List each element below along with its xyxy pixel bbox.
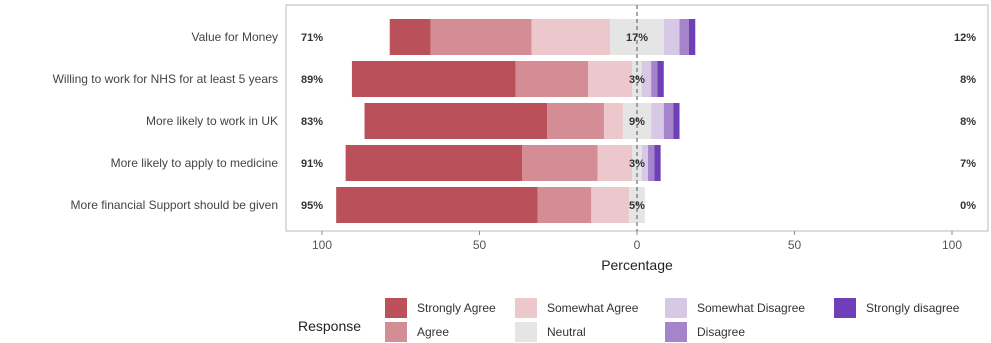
right-percent-label: 8%	[960, 74, 976, 86]
legend: Response Strongly Agree Agree Somewhat Agr…	[298, 298, 960, 342]
category-label: More financial Support should be given	[71, 198, 278, 212]
legend-title: Response	[298, 318, 361, 334]
bar-segment	[654, 145, 661, 181]
legend-label: Strongly Agree	[417, 301, 496, 315]
legend-swatch	[834, 298, 856, 318]
bar-segment	[688, 19, 696, 55]
bar-segment	[657, 61, 664, 97]
left-percent-label: 91%	[301, 158, 323, 170]
center-percent-labels: 17% 3% 9% 3% 5%	[626, 32, 648, 212]
bar-segment	[531, 19, 611, 55]
center-percent-label: 3%	[629, 158, 645, 170]
bar-segment	[345, 145, 523, 181]
legend-label: Somewhat Disagree	[697, 301, 805, 315]
legend-label: Strongly disagree	[866, 301, 960, 315]
bar-segment	[648, 145, 655, 181]
x-tick-label: 50	[473, 238, 487, 252]
center-percent-label: 17%	[626, 32, 648, 44]
bar-segment	[515, 61, 589, 97]
category-label: More likely to apply to medicine	[111, 156, 279, 170]
x-axis-label: Percentage	[601, 257, 673, 273]
bar-segment	[389, 19, 431, 55]
bar-segment	[663, 103, 674, 139]
bar-segment	[364, 103, 548, 139]
bar-segment	[603, 103, 623, 139]
legend-label: Disagree	[697, 325, 745, 339]
bar-segment	[597, 145, 633, 181]
legend-label: Agree	[417, 325, 449, 339]
bar-segment	[336, 187, 538, 223]
bar-segment	[547, 103, 604, 139]
category-label: Willing to work for NHS for at least 5 y…	[53, 72, 278, 86]
category-label: Value for Money	[192, 30, 279, 44]
bar-segment	[522, 145, 598, 181]
legend-swatch	[665, 322, 687, 342]
category-labels: Value for Money Willing to work for NHS f…	[53, 30, 279, 212]
right-percent-labels: 12% 8% 8% 7% 0%	[954, 32, 976, 212]
bar-segment	[663, 19, 680, 55]
x-tick-label: 100	[942, 238, 962, 252]
bar-segment	[537, 187, 592, 223]
bar-segment	[588, 61, 633, 97]
category-label: More likely to work in UK	[146, 114, 278, 128]
x-axis-ticks: 100 50 0 50 100	[312, 231, 962, 252]
bar-segment	[641, 61, 652, 97]
legend-swatch	[515, 298, 537, 318]
center-percent-label: 9%	[629, 116, 645, 128]
x-tick-label: 50	[788, 238, 802, 252]
bar-group	[336, 19, 696, 223]
legend-swatch	[385, 298, 407, 318]
x-tick-label: 100	[312, 238, 332, 252]
legend-label: Somewhat Agree	[547, 301, 639, 315]
center-percent-label: 3%	[629, 74, 645, 86]
right-percent-label: 7%	[960, 158, 976, 170]
legend-swatch	[385, 322, 407, 342]
bar-segment	[430, 19, 532, 55]
legend-swatch	[515, 322, 537, 342]
center-percent-label: 5%	[629, 200, 645, 212]
bar-segment	[651, 61, 658, 97]
bar-segment	[641, 145, 649, 181]
bar-segment	[591, 187, 630, 223]
legend-label: Neutral	[547, 325, 586, 339]
right-percent-label: 12%	[954, 32, 976, 44]
bar-segment	[673, 103, 680, 139]
left-percent-label: 95%	[301, 200, 323, 212]
right-percent-label: 8%	[960, 116, 976, 128]
right-percent-label: 0%	[960, 200, 976, 212]
legend-swatch	[665, 298, 687, 318]
left-percent-label: 89%	[301, 74, 323, 86]
bar-segment	[351, 61, 516, 97]
bar-segment	[651, 103, 664, 139]
left-percent-label: 71%	[301, 32, 323, 44]
left-percent-label: 83%	[301, 116, 323, 128]
x-tick-label: 0	[634, 238, 641, 252]
left-percent-labels: 71% 89% 83% 91% 95%	[301, 32, 323, 212]
bar-segment	[679, 19, 689, 55]
